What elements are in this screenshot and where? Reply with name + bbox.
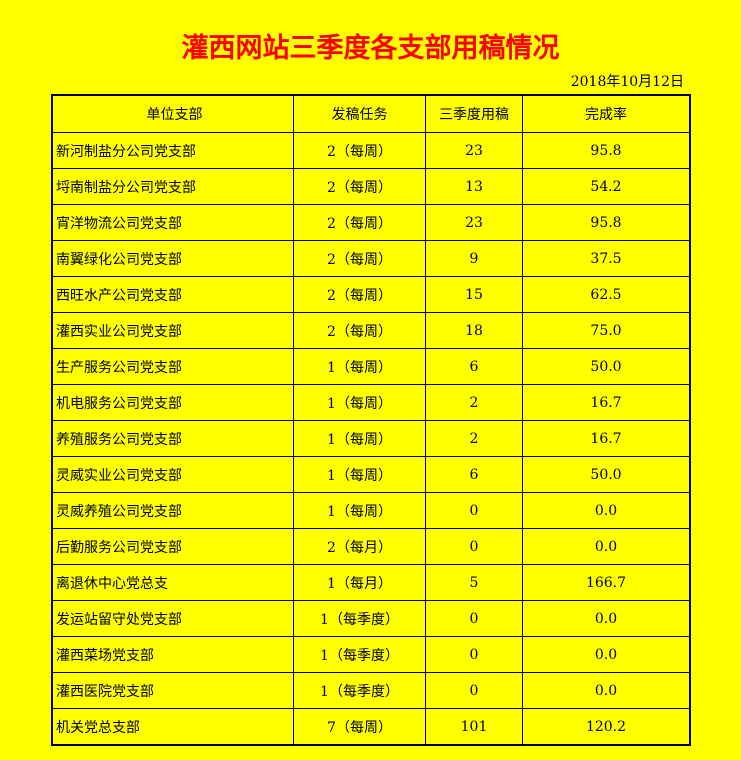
- task-cell: 1（每周）: [293, 384, 426, 421]
- completion-rate-cell: 37.5: [522, 240, 691, 277]
- completion-rate-cell: 0.0: [522, 636, 691, 673]
- completion-rate-cell: 50.0: [522, 456, 691, 493]
- q3-used-cell: 0: [425, 636, 523, 673]
- q3-used-cell: 23: [425, 204, 523, 241]
- task-cell: 2（每周）: [293, 168, 426, 205]
- column-header-task: 发稿任务: [293, 94, 426, 133]
- completion-rate-cell: 16.7: [522, 384, 691, 421]
- table-row: 机关党总支部 7（每周） 101 120.2: [51, 708, 691, 746]
- completion-rate-cell: 0.0: [522, 492, 691, 529]
- task-cell: 1（每月）: [293, 564, 426, 601]
- branch-cell: 西旺水产公司党支部: [51, 276, 294, 313]
- q3-used-cell: 5: [425, 564, 523, 601]
- completion-rate-cell: 166.7: [522, 564, 691, 601]
- table-row: 埒南制盐分公司党支部 2（每周） 13 54.2: [51, 168, 691, 205]
- branch-cell: 机关党总支部: [51, 708, 294, 746]
- q3-used-cell: 9: [425, 240, 523, 277]
- completion-rate-cell: 62.5: [522, 276, 691, 313]
- column-header-branch: 单位支部: [51, 94, 294, 133]
- branch-cell: 灌西医院党支部: [51, 672, 294, 709]
- page-title: 灌西网站三季度各支部用稿情况: [181, 33, 560, 64]
- task-cell: 2（每周）: [293, 132, 426, 169]
- branch-cell: 埒南制盐分公司党支部: [51, 168, 294, 205]
- table-row: 养殖服务公司党支部 1（每周） 2 16.7: [51, 420, 691, 457]
- task-cell: 2（每月）: [293, 528, 426, 565]
- q3-used-cell: 23: [425, 132, 523, 169]
- branch-cell: 养殖服务公司党支部: [51, 420, 294, 457]
- branch-cell: 灌西实业公司党支部: [51, 312, 294, 349]
- branch-cell: 离退休中心党总支: [51, 564, 294, 601]
- task-cell: 7（每周）: [293, 708, 426, 746]
- task-cell: 1（每周）: [293, 492, 426, 529]
- task-cell: 2（每周）: [293, 276, 426, 313]
- table-row: 南翼绿化公司党支部 2（每周） 9 37.5: [51, 240, 691, 277]
- completion-rate-cell: 0.0: [522, 528, 691, 565]
- table-row: 后勤服务公司党支部 2（每月） 0 0.0: [51, 528, 691, 565]
- task-cell: 1（每周）: [293, 420, 426, 457]
- branch-cell: 南翼绿化公司党支部: [51, 240, 294, 277]
- report-date: 2018年10月12日: [570, 74, 684, 90]
- branch-cell: 宵洋物流公司党支部: [51, 204, 294, 241]
- branch-cell: 灵威实业公司党支部: [51, 456, 294, 493]
- completion-rate-cell: 75.0: [522, 312, 691, 349]
- q3-used-cell: 0: [425, 672, 523, 709]
- task-cell: 1（每周）: [293, 348, 426, 385]
- column-header-q3-used: 三季度用稿: [425, 94, 523, 133]
- table-row: 灌西实业公司党支部 2（每周） 18 75.0: [51, 312, 691, 349]
- completion-rate-cell: 0.0: [522, 600, 691, 637]
- table-row: 新河制盐分公司党支部 2（每周） 23 95.8: [51, 132, 691, 169]
- completion-rate-cell: 95.8: [522, 204, 691, 241]
- completion-rate-cell: 16.7: [522, 420, 691, 457]
- column-header-completion-rate: 完成率: [522, 94, 691, 133]
- branch-cell: 机电服务公司党支部: [51, 384, 294, 421]
- task-cell: 2（每周）: [293, 312, 426, 349]
- q3-used-cell: 0: [425, 528, 523, 565]
- table-row: 宵洋物流公司党支部 2（每周） 23 95.8: [51, 204, 691, 241]
- q3-used-cell: 15: [425, 276, 523, 313]
- q3-used-cell: 6: [425, 348, 523, 385]
- q3-used-cell: 13: [425, 168, 523, 205]
- q3-used-cell: 0: [425, 492, 523, 529]
- table-row: 离退休中心党总支 1（每月） 5 166.7: [51, 564, 691, 601]
- completion-rate-cell: 95.8: [522, 132, 691, 169]
- completion-rate-cell: 0.0: [522, 672, 691, 709]
- task-cell: 2（每周）: [293, 204, 426, 241]
- task-cell: 1（每季度）: [293, 600, 426, 637]
- branch-cell: 灵威养殖公司党支部: [51, 492, 294, 529]
- completion-rate-cell: 50.0: [522, 348, 691, 385]
- q3-used-cell: 0: [425, 600, 523, 637]
- branch-cell: 灌西菜场党支部: [51, 636, 294, 673]
- task-cell: 1（每季度）: [293, 636, 426, 673]
- branch-cell: 后勤服务公司党支部: [51, 528, 294, 565]
- q3-used-cell: 2: [425, 384, 523, 421]
- table-row: 机电服务公司党支部 1（每周） 2 16.7: [51, 384, 691, 421]
- table-header-row: 单位支部 发稿任务 三季度用稿 完成率: [51, 94, 691, 133]
- completion-rate-cell: 120.2: [522, 708, 691, 746]
- table-row: 发运站留守处党支部 1（每季度） 0 0.0: [51, 600, 691, 637]
- q3-used-cell: 18: [425, 312, 523, 349]
- table-row: 灵威实业公司党支部 1（每周） 6 50.0: [51, 456, 691, 493]
- branch-submission-table: 单位支部 发稿任务 三季度用稿 完成率 新河制盐分公司党支部 2（每周） 23 95.…: [51, 94, 691, 746]
- task-cell: 1（每周）: [293, 456, 426, 493]
- task-cell: 2（每周）: [293, 240, 426, 277]
- table-row: 灌西菜场党支部 1（每季度） 0 0.0: [51, 636, 691, 673]
- completion-rate-cell: 54.2: [522, 168, 691, 205]
- table-row: 生产服务公司党支部 1（每周） 6 50.0: [51, 348, 691, 385]
- table-row: 灵威养殖公司党支部 1（每周） 0 0.0: [51, 492, 691, 529]
- task-cell: 1（每季度）: [293, 672, 426, 709]
- branch-cell: 发运站留守处党支部: [51, 600, 294, 637]
- table-row: 西旺水产公司党支部 2（每周） 15 62.5: [51, 276, 691, 313]
- q3-used-cell: 2: [425, 420, 523, 457]
- branch-cell: 新河制盐分公司党支部: [51, 132, 294, 169]
- q3-used-cell: 6: [425, 456, 523, 493]
- branch-cell: 生产服务公司党支部: [51, 348, 294, 385]
- table-row: 灌西医院党支部 1（每季度） 0 0.0: [51, 672, 691, 709]
- q3-used-cell: 101: [425, 708, 523, 746]
